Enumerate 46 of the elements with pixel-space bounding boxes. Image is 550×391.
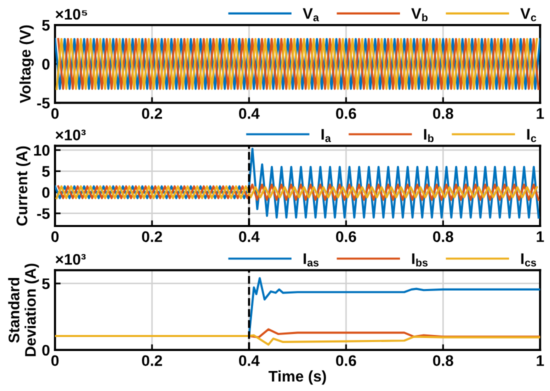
x-tick-label: 0 [51, 355, 59, 366]
legend-label: I$_{c}$ [527, 129, 536, 142]
legend-label: I$_{a}$ [322, 129, 331, 142]
x-tick-label: 1 [536, 231, 544, 242]
x-tick-label: 0.4 [239, 108, 260, 119]
x-tick-label: 0.8 [433, 231, 454, 242]
y-tick-label: 10 [34, 144, 50, 156]
line-series [55, 334, 540, 346]
y-tick-label: 5 [42, 278, 50, 290]
x-axis-title: Time (s) [268, 370, 326, 385]
legend-label: V$_{b}$ [411, 8, 428, 22]
x-tick-label: 0.6 [336, 231, 356, 242]
y-axis-title: Current (A) [16, 146, 30, 226]
y-tick-label: -5 [37, 98, 50, 109]
legend-label: V$_{a}$ [302, 8, 320, 22]
x-tick-label: 0.2 [142, 355, 162, 366]
legend-label: I$_{cs}$ [521, 253, 536, 266]
x-tick-label: 0.4 [239, 355, 260, 366]
x-tick-label: 0.4 [239, 231, 260, 242]
y-tick-label: 0 [42, 187, 50, 198]
legend-label: V$_{c}$ [520, 8, 536, 22]
x-tick-label: 0.2 [142, 231, 162, 242]
legend-label: I$_{as}$ [304, 253, 319, 266]
legend-label: I$_{bs}$ [412, 253, 428, 266]
y-tick-label: 0 [42, 58, 50, 70]
text: ×10⁵ [56, 8, 88, 20]
text: ×10³ [56, 130, 86, 140]
x-tick-label: 0.8 [433, 108, 454, 119]
y-axis-title: Voltage (V) [19, 25, 34, 104]
y-tick-label: 5 [42, 166, 50, 177]
x-tick-label: 0.8 [433, 355, 454, 366]
line-series [55, 148, 540, 219]
x-tick-label: 0.2 [142, 108, 162, 119]
x-tick-label: 0 [51, 231, 59, 242]
line-series [248, 277, 540, 338]
text: ×10³ [56, 254, 86, 265]
y-tick-label: -5 [37, 208, 50, 220]
legend-label: I$_{b}$ [424, 129, 434, 142]
x-tick-label: 1 [536, 355, 544, 366]
x-tick-label: 1 [536, 108, 544, 119]
y-tick-label: 5 [42, 20, 50, 31]
x-tick-label: 0 [51, 108, 59, 119]
x-tick-label: 0.6 [336, 108, 356, 119]
y-axis-title: Standard Deviation (A) [8, 264, 39, 356]
x-tick-label: 0.6 [336, 355, 356, 366]
y-tick-label: 0 [42, 344, 50, 356]
